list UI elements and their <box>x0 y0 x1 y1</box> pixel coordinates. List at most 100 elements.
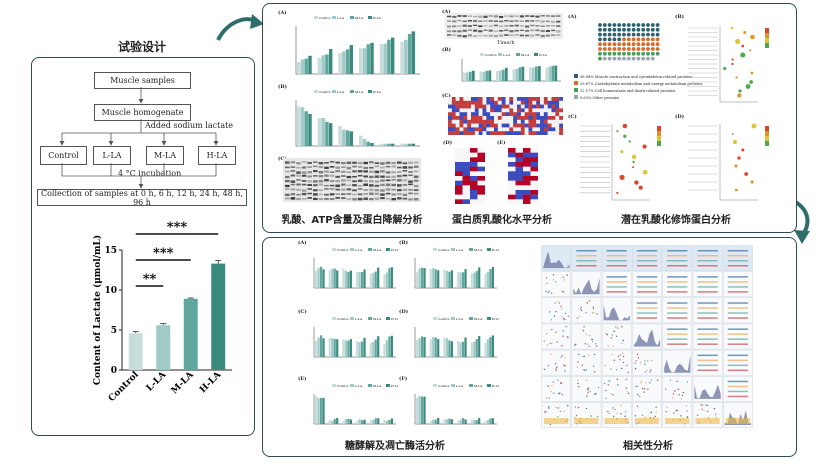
density-plot <box>603 304 630 321</box>
heatmap-cell <box>508 185 516 191</box>
bubble <box>735 38 741 45</box>
scatter-point <box>552 279 554 281</box>
bar <box>420 396 424 424</box>
bar <box>338 126 342 146</box>
gel-band <box>380 179 385 182</box>
bar <box>319 335 323 357</box>
scatter-point <box>646 369 648 372</box>
category-dot <box>598 47 602 51</box>
bubble <box>750 180 754 184</box>
heatmap-cell <box>477 157 485 163</box>
scatter-point <box>554 362 557 365</box>
heatmap-cell <box>536 127 541 132</box>
heatmap-cell <box>482 112 487 117</box>
heatmap-cell <box>455 152 463 158</box>
gel-band <box>352 193 357 196</box>
heatmap-cell <box>490 127 495 132</box>
bar <box>457 272 460 288</box>
heatmap-cell <box>448 108 453 113</box>
heatmap-cell <box>459 127 464 132</box>
scatter-point <box>617 384 619 386</box>
scatter-point <box>620 404 623 406</box>
bar <box>333 268 336 288</box>
heatmap-cell <box>520 127 525 132</box>
heatmap-cell <box>520 97 525 101</box>
scatter-point <box>577 361 580 364</box>
matrix-cell <box>722 297 753 324</box>
matrix-cell <box>601 349 632 376</box>
heatmap-cell <box>508 171 516 177</box>
corr-text <box>727 369 748 372</box>
bar <box>374 271 377 288</box>
heatmap-cell <box>459 131 464 135</box>
gel-band <box>369 161 374 164</box>
scatter-point <box>636 385 639 388</box>
heatmap-cell <box>471 108 476 113</box>
gel-band <box>285 197 290 200</box>
heatmap-cell <box>517 123 522 128</box>
heatmap-cell <box>528 112 533 117</box>
scatter-point <box>676 409 679 412</box>
blot-band <box>478 15 483 18</box>
bar <box>432 337 435 357</box>
heatmap-cell <box>486 108 491 113</box>
heatmap-cell <box>536 112 541 117</box>
heatmap-cell <box>448 127 453 132</box>
heatmap-cell <box>555 127 560 132</box>
heatmap-cell <box>543 131 548 135</box>
heatmap-cell <box>515 185 524 191</box>
heatmap-cell <box>494 119 499 124</box>
bar <box>347 271 350 288</box>
scatter-point <box>620 413 622 415</box>
heatmap-cell <box>532 108 537 113</box>
heatmap-cell <box>455 157 463 163</box>
heatmap-cell <box>482 131 487 135</box>
bar <box>416 339 419 357</box>
bar <box>360 420 364 424</box>
corr-text <box>667 333 688 335</box>
corr-text <box>697 260 718 262</box>
gel-band <box>408 180 413 183</box>
blot-band <box>452 34 457 37</box>
bar <box>515 68 519 81</box>
legend-label: M-LA <box>521 53 530 57</box>
heatmap-cell <box>559 127 563 132</box>
scatter-point <box>557 379 559 381</box>
gel-band <box>290 183 296 186</box>
heatmap-cell <box>448 119 453 124</box>
corr-text <box>667 260 688 262</box>
heatmap-cell <box>555 116 560 120</box>
bar <box>342 51 346 74</box>
pie-legend-item: 38.94% Muscle contraction and cytoskelet… <box>574 74 692 79</box>
heatmap-cell <box>547 116 552 120</box>
gel-band <box>357 170 363 173</box>
heatmap-cell <box>536 116 541 120</box>
heatmap-cell <box>482 119 487 124</box>
category-dot <box>641 23 646 27</box>
bubble <box>634 180 639 185</box>
scatter-point <box>594 393 596 396</box>
bar <box>328 419 331 424</box>
scatter-point <box>566 336 569 338</box>
heatmap-cell <box>451 104 456 109</box>
gel-band <box>313 193 318 196</box>
scatter-point <box>557 300 559 303</box>
scatter-point <box>555 331 557 333</box>
blot-band <box>488 25 493 28</box>
scatter-point <box>713 407 716 410</box>
legend-swatch <box>368 317 372 320</box>
heatmap-cell <box>462 176 471 181</box>
heatmap-cell <box>513 127 518 132</box>
heatmap-cell <box>551 123 556 128</box>
scatter-point <box>589 390 591 393</box>
heatmap-cell <box>471 97 476 101</box>
gel-band <box>341 166 346 168</box>
blot-band <box>509 20 514 22</box>
bar <box>404 39 408 74</box>
heatmap-cell <box>459 119 464 124</box>
matrix-cell <box>722 323 753 350</box>
gel-band <box>318 171 324 174</box>
category-dot <box>607 47 612 51</box>
heatmap-cell <box>559 116 563 120</box>
blot-band <box>535 25 540 27</box>
